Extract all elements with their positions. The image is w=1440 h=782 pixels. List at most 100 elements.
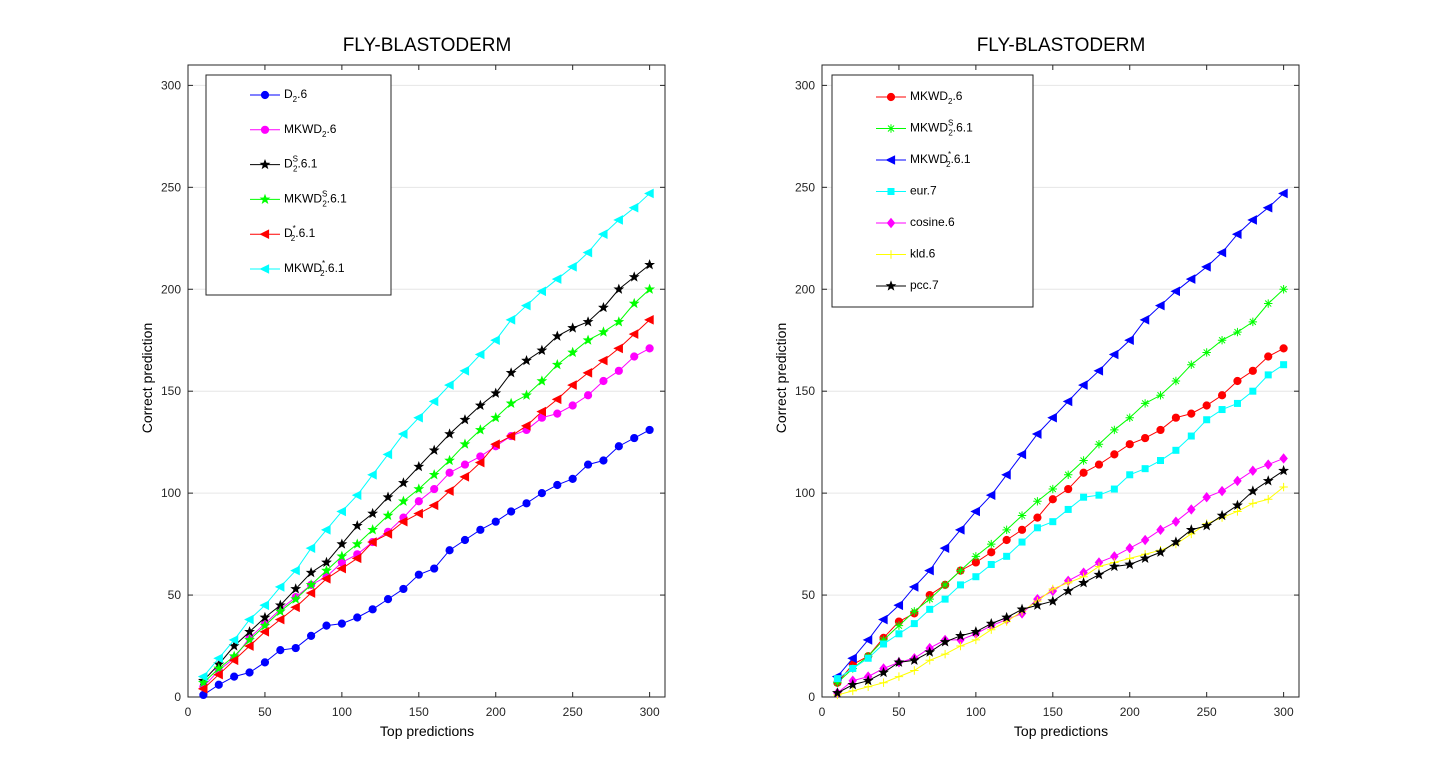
data-point <box>244 614 254 625</box>
x-tick-label: 200 <box>1120 705 1140 719</box>
data-point <box>613 215 623 225</box>
data-point <box>1125 413 1134 422</box>
data-point <box>1049 518 1057 526</box>
x-tick-label: 150 <box>409 705 429 719</box>
data-point <box>1185 274 1196 284</box>
data-point <box>833 675 841 683</box>
data-point <box>1003 552 1011 560</box>
x-tick-label: 50 <box>258 705 272 719</box>
data-point <box>956 641 965 651</box>
data-point <box>1233 376 1242 386</box>
data-point <box>414 497 423 506</box>
data-point <box>1032 599 1043 610</box>
legend-label: kld.6 <box>910 247 936 261</box>
data-point <box>644 283 655 294</box>
data-point <box>1139 315 1150 325</box>
data-point <box>878 666 889 678</box>
legend-label: MKWD* 2.6.1 <box>284 259 345 278</box>
data-point <box>1156 524 1165 536</box>
data-point <box>305 588 316 598</box>
data-point <box>198 677 209 688</box>
data-point <box>290 565 300 576</box>
data-point <box>397 516 408 527</box>
data-point <box>614 366 623 375</box>
data-point <box>1064 484 1073 494</box>
data-point <box>1108 560 1120 572</box>
data-point <box>1140 399 1150 408</box>
data-point <box>505 431 516 441</box>
data-point <box>582 316 594 327</box>
y-tick-label: 50 <box>802 588 816 602</box>
series <box>197 315 654 694</box>
legend-marker <box>885 280 897 291</box>
y-tick-label: 150 <box>161 384 181 398</box>
data-point <box>1062 396 1073 407</box>
data-point <box>1048 584 1058 594</box>
data-point <box>1248 366 1257 375</box>
data-point <box>1172 446 1180 454</box>
data-point <box>1017 511 1027 520</box>
data-point <box>1047 412 1057 423</box>
data-point <box>1187 409 1196 418</box>
data-point <box>644 315 654 325</box>
data-point <box>940 580 950 590</box>
data-point <box>987 625 996 634</box>
data-point <box>1110 450 1119 459</box>
x-tick-label: 250 <box>563 705 583 719</box>
data-point <box>1094 440 1104 449</box>
data-point <box>276 646 285 655</box>
data-point <box>521 389 532 400</box>
data-point <box>474 457 485 468</box>
data-point <box>1278 188 1288 199</box>
data-point <box>863 682 873 692</box>
data-point <box>382 529 393 539</box>
data-point <box>445 468 454 477</box>
data-point <box>490 439 500 450</box>
legend-marker <box>260 90 270 100</box>
y-tick-label: 0 <box>174 690 181 704</box>
data-point <box>1047 595 1059 606</box>
data-point <box>879 678 888 687</box>
data-point <box>551 394 562 405</box>
data-point <box>893 656 905 667</box>
data-point <box>1156 425 1165 435</box>
data-point <box>1279 482 1288 492</box>
legend-marker <box>886 124 896 133</box>
data-point <box>598 326 609 337</box>
data-point <box>598 301 609 313</box>
data-point <box>613 316 625 327</box>
data-point <box>476 525 485 534</box>
data-point <box>955 630 966 641</box>
legend-marker <box>887 188 895 195</box>
data-point <box>567 262 577 272</box>
data-point <box>1154 300 1165 311</box>
data-point <box>430 484 439 494</box>
data-point <box>1217 336 1227 345</box>
data-point <box>259 626 270 637</box>
data-point <box>490 412 502 423</box>
data-point <box>382 509 394 521</box>
data-point <box>628 202 639 213</box>
data-point <box>259 611 271 623</box>
data-point <box>1017 525 1027 534</box>
left-chart-title: FLY-BLASTODERM <box>343 35 512 56</box>
y-tick-label: 50 <box>168 588 182 602</box>
legend-box <box>831 74 1034 308</box>
data-point <box>351 520 363 531</box>
data-point <box>908 582 919 592</box>
data-point <box>490 387 502 398</box>
data-point <box>505 367 517 378</box>
data-point <box>1216 247 1227 258</box>
data-point <box>459 414 471 425</box>
data-point <box>971 635 981 645</box>
legend-marker <box>885 155 896 165</box>
data-point <box>428 396 439 407</box>
data-point <box>1033 513 1042 522</box>
data-point <box>614 442 623 451</box>
data-point <box>1141 465 1149 473</box>
data-point <box>305 543 316 553</box>
data-point <box>879 635 888 645</box>
data-point <box>459 365 470 376</box>
data-point <box>291 643 300 653</box>
data-point <box>428 469 440 480</box>
